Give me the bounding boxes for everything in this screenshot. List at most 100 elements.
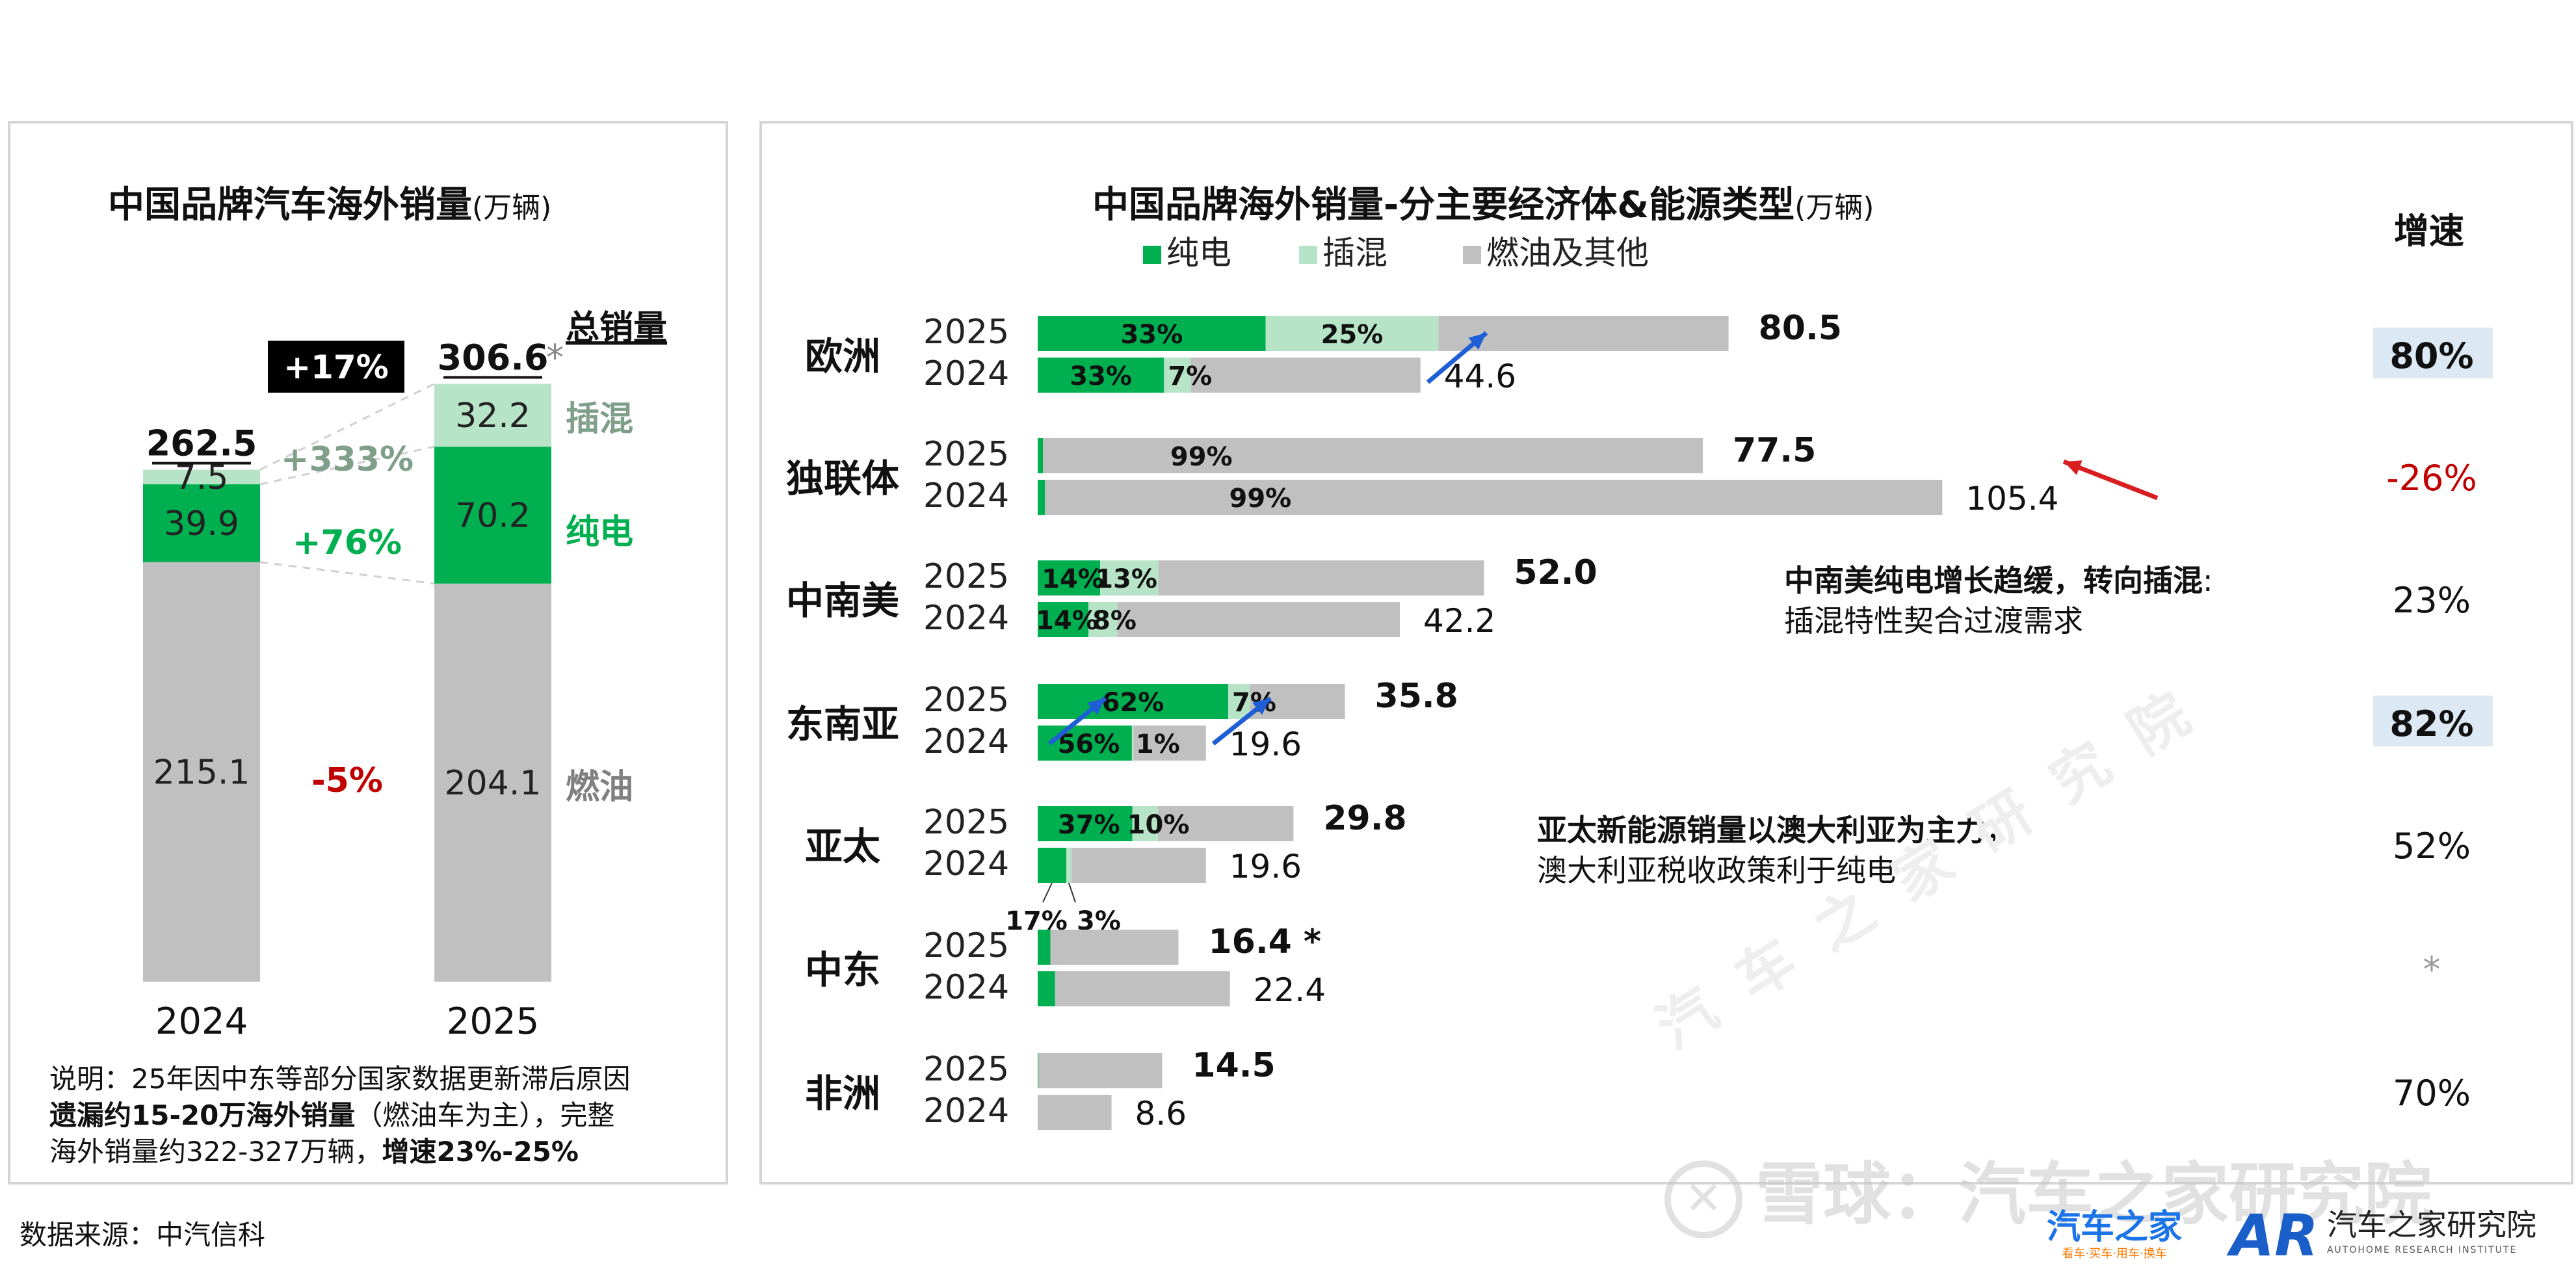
arrow-europe-phev-head: [1468, 333, 1486, 350]
left-panel: [8, 121, 728, 1184]
growth-bg-欧洲: [2373, 328, 2493, 378]
year-中南美-2025: 2025: [923, 557, 1009, 596]
pct-bev-东南亚-2024: 56%: [1058, 729, 1120, 759]
growth-东南亚: 82%: [2389, 703, 2473, 744]
bar-ice-亚太-2025: [1157, 806, 1294, 841]
bar-phev-中南美-2025: [1100, 560, 1159, 595]
legend-label-0: 纯电: [1166, 234, 1231, 272]
total-label-2025: 306.6: [438, 337, 549, 378]
legend-swatch-1: [1299, 246, 1317, 264]
bar-phev-中南美-2024: [1088, 602, 1118, 637]
growth-total-box: [268, 341, 404, 393]
bar-bev-东南亚-2025: [1038, 684, 1228, 719]
year-非洲-2025: 2025: [923, 1050, 1009, 1089]
bar-label-2024-燃油: 215.1: [153, 753, 250, 792]
total-asterisk: *: [546, 337, 564, 378]
bar-2025-燃油: [434, 583, 551, 982]
bar-ice-东南亚-2024: [1133, 726, 1206, 761]
bar-bev-亚太-2025: [1038, 806, 1133, 841]
year-非洲-2024: 2024: [923, 1092, 1009, 1131]
right-chart-title: 中国品牌海外销量-分主要经济体&能源类型(万辆): [1092, 184, 1874, 226]
bar-ice-独联体-2025: [1043, 438, 1703, 473]
bar-ice-欧洲-2024: [1190, 358, 1421, 393]
year-欧洲-2025: 2025: [923, 313, 1009, 352]
pct-bev-中南美-2024: 14%: [1036, 606, 1098, 636]
growth-亚太: 52%: [2393, 826, 2471, 867]
bar-ice-非洲-2025: [1038, 1053, 1163, 1088]
bar-bev-独联体-2024: [1038, 480, 1045, 515]
bar-ice-中南美-2025: [1158, 560, 1484, 595]
note-line-2: 遗漏约15-20万海外销量（燃油车为主），完整: [49, 1099, 615, 1131]
growth-bg-东南亚: [2373, 696, 2493, 746]
pct-phev-欧洲-2025: 25%: [1321, 320, 1384, 350]
value-东南亚-2024: 19.6: [1229, 726, 1302, 763]
value-中东-2025: 16.4 *: [1208, 922, 1321, 962]
bar-ice-非洲-2024: [1038, 1095, 1112, 1130]
legend-label-2: 燃油及其他: [1486, 234, 1649, 272]
value-东南亚-2025: 35.8: [1375, 677, 1458, 716]
value-非洲-2025: 14.5: [1192, 1046, 1275, 1085]
bar-bev-欧洲-2024: [1038, 358, 1164, 393]
legend-label-1: 插混: [1322, 234, 1387, 272]
pct-bev-东南亚-2025: 62%: [1102, 688, 1164, 718]
pct-ice-独联体-2025: 99%: [1170, 442, 1233, 472]
region-中东: 中东: [805, 948, 880, 992]
leader-phev-亚太-2024: [1068, 882, 1076, 903]
growth-中南美: 23%: [2393, 580, 2471, 621]
data-source: 数据来源：中汽信科: [20, 1219, 266, 1251]
legend-ice: 燃油: [566, 768, 633, 807]
bar-phev-欧洲-2024: [1164, 358, 1191, 393]
value-欧洲-2025: 80.5: [1759, 309, 1842, 348]
bar-ice-中东-2024: [1055, 971, 1230, 1006]
pct-bev-中南美-2025: 14%: [1042, 564, 1104, 594]
bar-label-2024-插混: 7.5: [175, 458, 229, 497]
bar-2024-燃油: [143, 562, 260, 982]
value-独联体-2025: 77.5: [1733, 431, 1816, 470]
bar-phev-欧洲-2025: [1265, 316, 1439, 351]
year-欧洲-2024: 2024: [923, 354, 1009, 393]
region-欧洲: 欧洲: [805, 334, 880, 378]
value-中南美-2025: 52.0: [1514, 553, 1597, 592]
ar-logo-mark: AR: [2230, 1202, 2319, 1269]
region-亚太: 亚太: [805, 824, 880, 869]
bar-phev-亚太-2024: [1066, 848, 1071, 883]
growth-中东: *: [2423, 949, 2441, 990]
bar-bev-中东-2025: [1038, 930, 1051, 965]
right-panel: [759, 121, 2573, 1184]
growth-header: 增速: [2394, 211, 2464, 252]
bar-label-2025-纯电: 70.2: [455, 496, 531, 535]
note-line-3: 海外销量约322-327万辆，增速23%-25%: [49, 1136, 579, 1168]
connector-插混: [259, 383, 435, 471]
bar-ice-中南美-2024: [1117, 602, 1400, 637]
pct-bev-欧洲-2024: 33%: [1070, 361, 1132, 391]
pct-phev-欧洲-2024: 7%: [1168, 361, 1212, 391]
value-亚太-2025: 29.8: [1323, 799, 1406, 838]
growth-total: +17%: [283, 348, 389, 386]
apac-annotation: 亚太新能源销量以澳大利亚为主力， 澳大利亚税收政策利于纯电: [1537, 813, 2016, 888]
region-非洲: 非洲: [805, 1071, 880, 1116]
year-东南亚-2025: 2025: [923, 681, 1009, 720]
pct-phev-东南亚-2024: 1%: [1136, 729, 1180, 759]
pct-bev-欧洲-2025: 33%: [1120, 320, 1183, 350]
bar-label-2025-燃油: 204.1: [445, 764, 542, 803]
xueqiu-logo-icon: ✕: [1664, 1160, 1742, 1238]
bar-label-2024-纯电: 39.9: [164, 504, 239, 543]
note-line-1: 说明：25年因中东等部分国家数据更新滞后原因: [49, 1063, 631, 1095]
legend-swatch-0: [1143, 246, 1161, 264]
pct-phev-中南美-2025: 13%: [1095, 564, 1157, 594]
value-欧洲-2024: 44.6: [1444, 358, 1516, 395]
bar-phev-东南亚-2024: [1131, 726, 1134, 761]
bar-2025-纯电: [434, 447, 551, 584]
bar-ice-独联体-2024: [1045, 480, 1943, 515]
total-sales-label: 总销量: [566, 309, 667, 348]
pct-bev-亚太-2025: 37%: [1058, 810, 1120, 840]
bar-bev-欧洲-2025: [1038, 316, 1266, 351]
bar-bev-中南美-2025: [1038, 560, 1101, 595]
bar-phev-亚太-2025: [1132, 806, 1158, 841]
pct-ice-独联体-2024: 99%: [1229, 484, 1291, 514]
leader-bev-亚太-2024: [1042, 882, 1053, 903]
region-东南亚: 东南亚: [786, 702, 899, 746]
x-tick-2025: 2025: [447, 1001, 540, 1043]
value-中东-2024: 22.4: [1254, 971, 1326, 1009]
latam-annotation: 中南美纯电增长趋缓，转向插混: 插混特性契合过渡需求: [1784, 563, 2213, 638]
